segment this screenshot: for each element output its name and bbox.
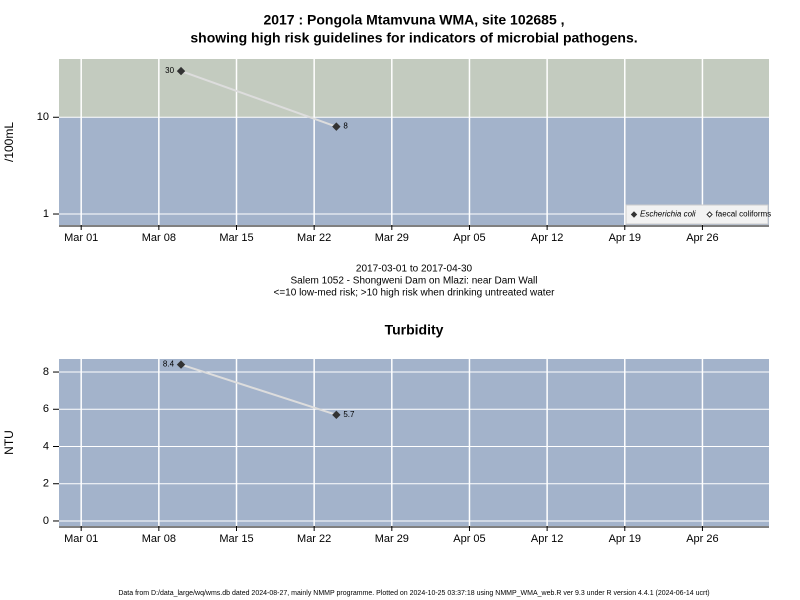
data-point	[176, 360, 186, 369]
x-tick-label: Mar 29	[375, 232, 409, 244]
y-axis-label: /100mL	[2, 122, 16, 162]
y-tick-label: 2	[43, 478, 49, 490]
x-tick-label: Mar 22	[297, 533, 331, 545]
x-tick-label: Apr 26	[686, 533, 718, 545]
x-tick-label: Mar 15	[219, 533, 253, 545]
series-line	[180, 70, 337, 128]
chart-subtitle: showing high risk guidelines for indicat…	[190, 30, 637, 46]
x-tick-label: Mar 01	[64, 533, 98, 545]
x-tick-label: Mar 08	[142, 232, 176, 244]
data-label: 30	[165, 66, 174, 75]
legend-marker	[630, 211, 638, 218]
x-tick-label: Mar 29	[375, 533, 409, 545]
legend-label: Escherichia coli	[640, 210, 696, 219]
data-label: 8.4	[163, 360, 175, 369]
data-point	[332, 122, 341, 131]
chart-title: Turbidity	[385, 322, 444, 338]
legend-marker	[706, 211, 713, 218]
x-tick-label: Apr 05	[453, 533, 485, 545]
series-line	[180, 363, 337, 416]
y-tick-label: 10	[37, 111, 49, 123]
high-risk-band	[59, 59, 769, 118]
y-tick-label: 6	[43, 403, 49, 415]
x-tick-label: Apr 05	[453, 232, 485, 244]
x-tick-label: Mar 15	[219, 232, 253, 244]
data-label: 5.7	[343, 410, 355, 419]
y-tick-label: 0	[43, 515, 49, 527]
chart-title: 2017 : Pongola Mtamvuna WMA, site 102685…	[263, 12, 564, 28]
x-tick-label: Mar 22	[297, 232, 331, 244]
plot-background	[59, 359, 769, 526]
y-tick-label: 1	[43, 208, 49, 220]
legend-label: faecal coliforms	[716, 210, 772, 219]
annotation: 2017-03-01 to 2017-04-30	[356, 264, 473, 275]
x-tick-label: Apr 19	[609, 533, 641, 545]
x-tick-label: Mar 08	[142, 533, 176, 545]
x-tick-label: Mar 01	[64, 232, 98, 244]
annotation: Salem 1052 - Shongweni Dam on Mlazi: nea…	[291, 276, 538, 287]
legend	[625, 204, 769, 225]
x-tick-label: Apr 26	[686, 232, 718, 244]
x-tick-label: Apr 12	[531, 232, 563, 244]
y-tick-label: 8	[43, 366, 49, 378]
x-tick-label: Apr 19	[609, 232, 641, 244]
y-tick-label: 4	[43, 440, 49, 452]
data-label: 8	[343, 122, 348, 131]
y-axis-label: NTU	[2, 430, 16, 455]
x-tick-label: Apr 12	[531, 533, 563, 545]
data-point	[176, 66, 186, 76]
data-point	[332, 410, 341, 420]
annotation: <=10 low-med risk; >10 high risk when dr…	[274, 288, 556, 299]
footer: Data from D:/data_large/wq/wms.db dated …	[118, 590, 709, 597]
